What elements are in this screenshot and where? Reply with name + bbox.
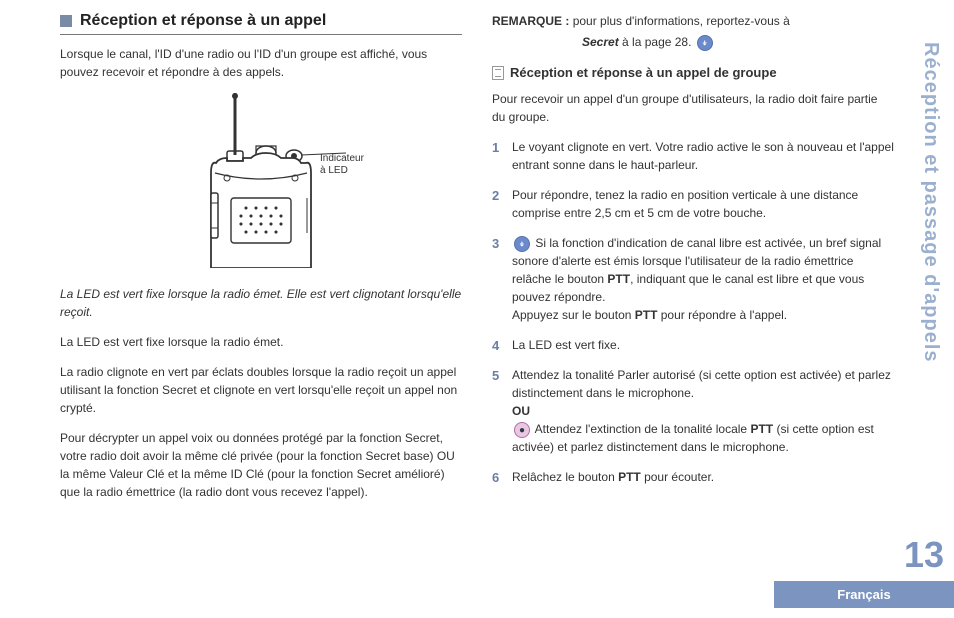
- intro-paragraph: Lorsque le canal, l'ID d'une radio ou l'…: [60, 45, 462, 81]
- paragraph-3: La radio clignote en vert par éclats dou…: [60, 363, 462, 417]
- side-tab-title: Réception et passage d'appels: [919, 42, 942, 363]
- heading-bullet-icon: [60, 15, 72, 27]
- document-icon: [492, 66, 504, 80]
- ptt-bold: PTT: [750, 422, 773, 436]
- step-text: Le voyant clignote en vert. Votre radio …: [512, 140, 894, 172]
- remark-label: REMARQUE :: [492, 14, 569, 28]
- remark-text: pour plus d'informations, reportez-vous …: [573, 14, 790, 28]
- figure-callout-l2: à LED: [320, 165, 348, 176]
- step-4: 4 La LED est vert fixe.: [492, 336, 894, 354]
- step-num: 2: [492, 186, 499, 206]
- subsection-title: Réception et réponse à un appel de group…: [510, 65, 777, 80]
- remark-line: REMARQUE : pour plus d'informations, rep…: [492, 12, 894, 31]
- antenna-icon: ⍖: [514, 236, 530, 252]
- step-num: 1: [492, 138, 499, 158]
- radio-figure: Indicateur à LED: [60, 93, 462, 273]
- remark-secret-line: Secret à la page 28. ⍖: [492, 33, 894, 51]
- step-text-pre: Si la fonction d'indication de canal lib…: [532, 236, 822, 250]
- page-content: Réception et réponse à un appel Lorsque …: [0, 0, 954, 618]
- step-6: 6 Relâchez le bouton PTT pour écouter.: [492, 468, 894, 486]
- steps-list: 1 Le voyant clignote en vert. Votre radio…: [492, 138, 894, 486]
- step-1: 1 Le voyant clignote en vert. Votre radio…: [492, 138, 894, 174]
- step-text-a: Relâchez le bouton: [512, 470, 618, 484]
- radio-illustration: [151, 93, 371, 268]
- left-column: Réception et réponse à un appel Lorsque …: [60, 12, 462, 578]
- step-text-l2c: pour répondre à l'appel.: [657, 308, 787, 322]
- antenna-icon: ⍖: [697, 35, 713, 51]
- subsection-heading: Réception et réponse à un appel de group…: [492, 65, 894, 80]
- ptt-bold: PTT: [618, 470, 641, 484]
- step-text: La LED est vert fixe.: [512, 338, 620, 352]
- ptt-bold: PTT: [607, 272, 630, 286]
- paragraph-4: Pour décrypter un appel voix ou données …: [60, 429, 462, 501]
- heading-text: Réception et réponse à un appel: [80, 12, 326, 30]
- mic-icon: ●: [514, 422, 530, 438]
- ou-label: OU: [512, 404, 530, 418]
- step-text-b: pour écouter.: [641, 470, 714, 484]
- remark-secret: Secret: [582, 35, 619, 49]
- step-text-l2a: Appuyez sur le bouton: [512, 308, 635, 322]
- page-number: 13: [904, 534, 944, 576]
- step-num: 3: [492, 234, 499, 254]
- figure-caption: La LED est vert fixe lorsque la radio ém…: [60, 285, 462, 321]
- paragraph-2: La LED est vert fixe lorsque la radio ém…: [60, 333, 462, 351]
- figure-callout-l1: Indicateur: [320, 153, 364, 164]
- step-3: 3 ⍖ Si la fonction d'indication de canal…: [492, 234, 894, 324]
- step-num: 6: [492, 468, 499, 488]
- step-text: Attendez la tonalité Parler autorisé (si…: [512, 368, 891, 400]
- step-5: 5 Attendez la tonalité Parler autorisé (…: [492, 366, 894, 456]
- ptt-bold: PTT: [635, 308, 658, 322]
- subsection-intro: Pour recevoir un appel d'un groupe d'uti…: [492, 90, 894, 126]
- figure-callout: Indicateur à LED: [320, 153, 364, 177]
- step-num: 4: [492, 336, 499, 356]
- step-text: Pour répondre, tenez la radio en positio…: [512, 188, 858, 220]
- step-text-after-icon: Attendez l'extinction de la tonalité loc…: [532, 422, 750, 436]
- heading-rule: [60, 34, 462, 35]
- step-num: 5: [492, 366, 499, 386]
- step-2: 2 Pour répondre, tenez la radio en positi…: [492, 186, 894, 222]
- language-tab: Français: [774, 581, 954, 608]
- right-column: REMARQUE : pour plus d'informations, rep…: [492, 12, 894, 578]
- remark-page-ref: à la page 28.: [619, 35, 692, 49]
- section-heading: Réception et réponse à un appel: [60, 12, 462, 30]
